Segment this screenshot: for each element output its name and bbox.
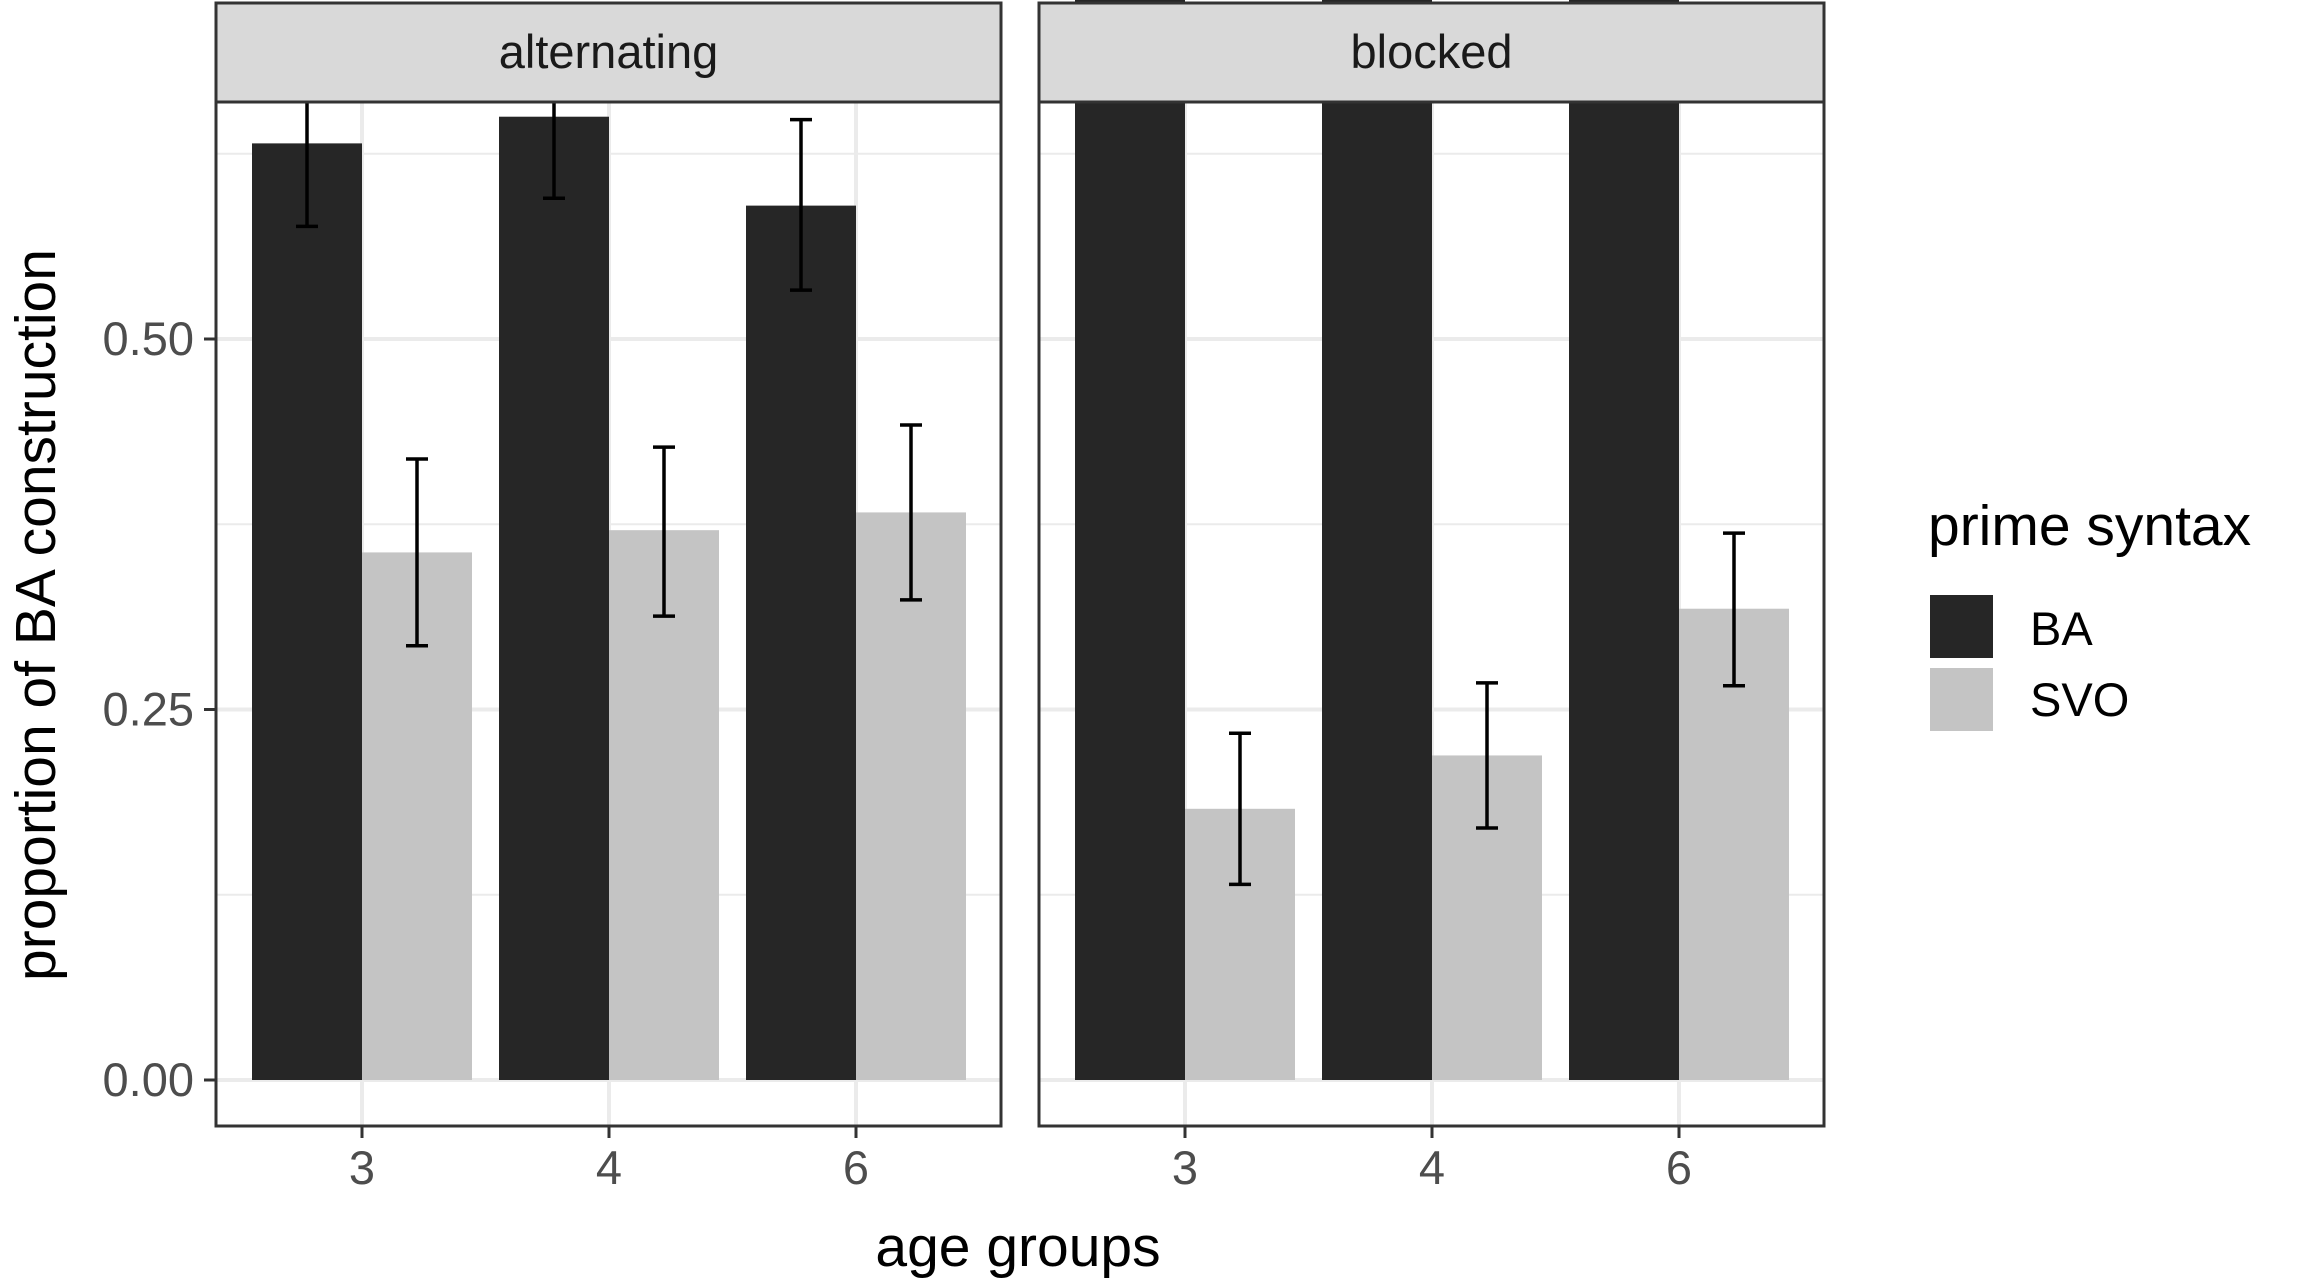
bar-blocked-4-ba	[1322, 0, 1432, 1080]
bar-alternating-3-ba	[252, 143, 362, 1081]
bar-blocked-3-ba	[1075, 0, 1185, 1081]
facet-strip-alternating	[214, 1, 1003, 104]
legend-key-svo	[1930, 668, 1993, 731]
x-tick-label-alternating-4: 4	[596, 1141, 622, 1194]
legend-label-ba: BA	[2030, 602, 2093, 655]
bar-alternating-4-ba	[499, 116, 609, 1080]
facet-strip-blocked	[1037, 1, 1826, 104]
x-tick-label-alternating-6: 6	[843, 1141, 869, 1194]
error-bar-blocked-3-svo	[1229, 731, 1251, 887]
x-tick-label-blocked-4: 4	[1419, 1141, 1445, 1194]
y-tick-label-0.25: 0.25	[103, 683, 194, 736]
error-bar-alternating-6-ba	[790, 117, 812, 292]
x-tick-label-alternating-3: 3	[349, 1141, 375, 1194]
error-bar-blocked-6-svo	[1723, 531, 1745, 688]
error-bar-blocked-4-svo	[1476, 681, 1498, 830]
legend-title: prime syntax	[1928, 494, 2251, 558]
legend-label-svo: SVO	[2030, 673, 2129, 726]
error-bar-layer	[296, 33, 1745, 887]
bar-layer	[252, 0, 1789, 1081]
error-bar-alternating-4-svo	[653, 445, 675, 618]
error-bar-alternating-6-svo	[900, 423, 922, 602]
facet-label-blocked: blocked	[1351, 25, 1513, 78]
frame-layer: alternating blocked	[214, 1, 1826, 1128]
y-tick-label-0.00: 0.00	[103, 1053, 194, 1106]
bar-alternating-6-ba	[746, 205, 856, 1080]
bar-blocked-6-ba	[1569, 0, 1679, 1081]
bar-alternating-6-svo	[856, 512, 966, 1080]
y-axis-title: proportion of BA construction	[4, 249, 68, 981]
error-bar-alternating-3-svo	[406, 457, 428, 648]
legend-key-ba	[1930, 595, 1993, 658]
x-tick-label-blocked-6: 6	[1666, 1141, 1692, 1194]
x-axis-title: age groups	[875, 1215, 1160, 1279]
facet-label-alternating: alternating	[499, 25, 719, 78]
y-tick-label-0.50: 0.50	[103, 312, 194, 365]
bar-alternating-4-svo	[609, 530, 719, 1080]
x-tick-label-blocked-3: 3	[1172, 1141, 1198, 1194]
legend: prime syntax BA SVO	[1928, 494, 2251, 731]
